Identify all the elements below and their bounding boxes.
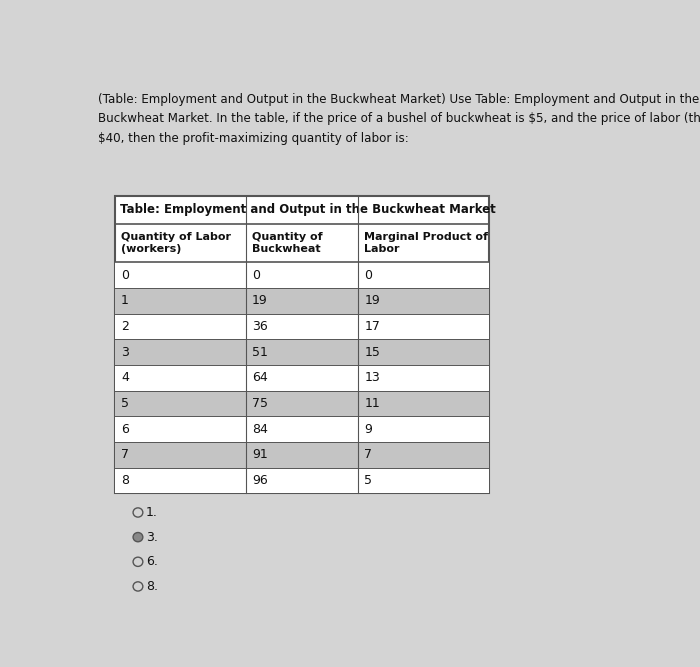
FancyBboxPatch shape: [115, 468, 489, 494]
Text: 11: 11: [365, 397, 380, 410]
Text: 5: 5: [365, 474, 372, 487]
Text: 4: 4: [121, 372, 129, 384]
Text: 84: 84: [252, 423, 268, 436]
Text: 64: 64: [252, 372, 268, 384]
Text: Buckwheat Market. In the table, if the price of a bushel of buckwheat is $5, and: Buckwheat Market. In the table, if the p…: [98, 113, 700, 125]
Text: 96: 96: [252, 474, 268, 487]
FancyBboxPatch shape: [115, 313, 489, 340]
Text: (Table: Employment and Output in the Buckwheat Market) Use Table: Employment and: (Table: Employment and Output in the Buc…: [98, 93, 699, 106]
Text: 5: 5: [121, 397, 129, 410]
Text: Quantity of
Buckwheat: Quantity of Buckwheat: [252, 232, 323, 254]
FancyBboxPatch shape: [115, 442, 489, 468]
Text: 15: 15: [365, 346, 380, 359]
Text: 3: 3: [121, 346, 129, 359]
Text: 0: 0: [252, 269, 260, 281]
Text: 1: 1: [121, 294, 129, 307]
Text: Table: Employment and Output in the Buckwheat Market: Table: Employment and Output in the Buck…: [120, 203, 496, 216]
Circle shape: [133, 532, 143, 542]
FancyBboxPatch shape: [115, 365, 489, 391]
Text: 7: 7: [365, 448, 372, 462]
Text: 8.: 8.: [146, 580, 158, 593]
Text: Marginal Product of
Labor: Marginal Product of Labor: [365, 232, 489, 254]
FancyBboxPatch shape: [115, 195, 489, 494]
FancyBboxPatch shape: [115, 288, 489, 313]
Text: Quantity of Labor
(workers): Quantity of Labor (workers): [121, 232, 231, 254]
Text: 0: 0: [121, 269, 129, 281]
FancyBboxPatch shape: [115, 391, 489, 416]
Text: 36: 36: [252, 320, 268, 333]
Text: 13: 13: [365, 372, 380, 384]
Text: 19: 19: [252, 294, 268, 307]
Text: 6: 6: [121, 423, 129, 436]
Text: 0: 0: [365, 269, 372, 281]
Text: 17: 17: [365, 320, 380, 333]
Text: 19: 19: [365, 294, 380, 307]
Text: 9: 9: [365, 423, 372, 436]
Text: 3.: 3.: [146, 531, 158, 544]
Text: 8: 8: [121, 474, 129, 487]
FancyBboxPatch shape: [115, 262, 489, 288]
Text: 1.: 1.: [146, 506, 158, 519]
Text: 91: 91: [252, 448, 268, 462]
Text: 2: 2: [121, 320, 129, 333]
FancyBboxPatch shape: [115, 416, 489, 442]
Text: 7: 7: [121, 448, 129, 462]
Text: $40, then the profit-maximizing quantity of labor is:: $40, then the profit-maximizing quantity…: [98, 132, 409, 145]
Text: 75: 75: [252, 397, 268, 410]
Text: 6.: 6.: [146, 556, 158, 568]
FancyBboxPatch shape: [115, 340, 489, 365]
Text: 51: 51: [252, 346, 268, 359]
